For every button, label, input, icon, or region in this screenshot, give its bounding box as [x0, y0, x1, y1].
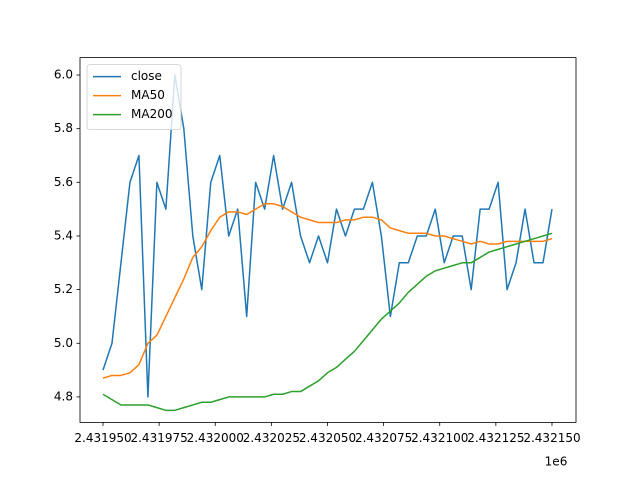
x-tick-label: 2.431950: [74, 431, 131, 445]
x-tick-label: 2.432050: [299, 431, 356, 445]
x-tick-label: 2.432100: [411, 431, 468, 445]
x-tick-label: 2.432150: [523, 431, 580, 445]
y-tick-label: 5.2: [54, 282, 73, 296]
plot-frame: [79, 57, 577, 423]
y-tick-label: 5.6: [54, 175, 73, 189]
y-tick-label: 5.0: [54, 336, 73, 350]
y-tick-label: 6.0: [54, 68, 73, 82]
x-tick-label: 2.432025: [243, 431, 300, 445]
x-tick-label: 2.432125: [467, 431, 524, 445]
series-line: [102, 203, 553, 379]
y-tick-label: 5.4: [54, 228, 73, 242]
x-tick-label: 2.432000: [187, 431, 244, 445]
legend-box: [86, 64, 182, 130]
x-tick-label: 2.431975: [130, 431, 187, 445]
x-tick-label: 2.432075: [355, 431, 412, 445]
legend-label: close: [131, 69, 162, 83]
x-offset-label: 1e6: [545, 455, 568, 469]
legend-label: MA50: [131, 88, 165, 102]
y-tick-label: 5.8: [54, 121, 73, 135]
series-line: [102, 232, 553, 412]
legend-label: MA200: [131, 107, 172, 121]
y-tick-label: 4.8: [54, 389, 73, 403]
